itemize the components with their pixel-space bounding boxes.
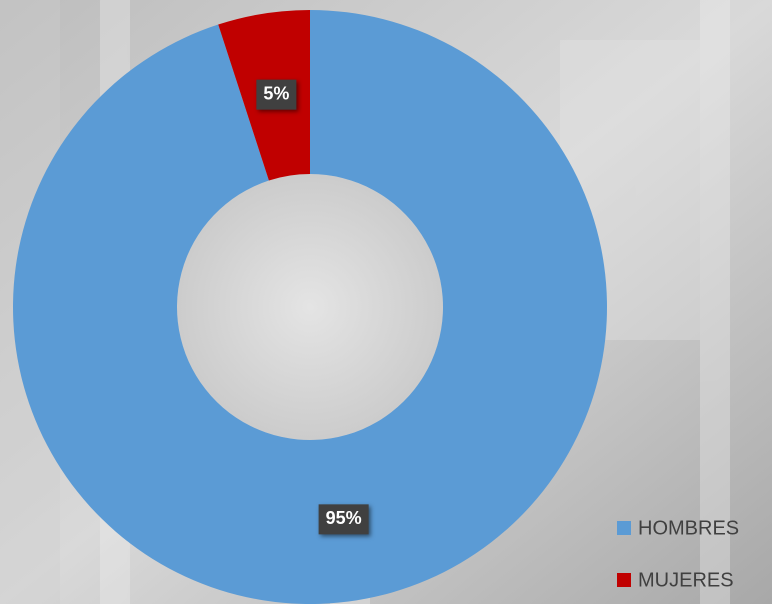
donut-hole: [177, 174, 443, 440]
data-label: 5%: [263, 83, 289, 103]
legend-label: HOMBRES: [638, 517, 739, 539]
legend-swatch: [617, 521, 631, 535]
legend-label: MUJERES: [638, 569, 734, 591]
data-label: 95%: [326, 508, 362, 528]
chart: 95% 5% HOMBRES MUJERES: [0, 0, 772, 604]
legend-swatch: [617, 573, 631, 587]
